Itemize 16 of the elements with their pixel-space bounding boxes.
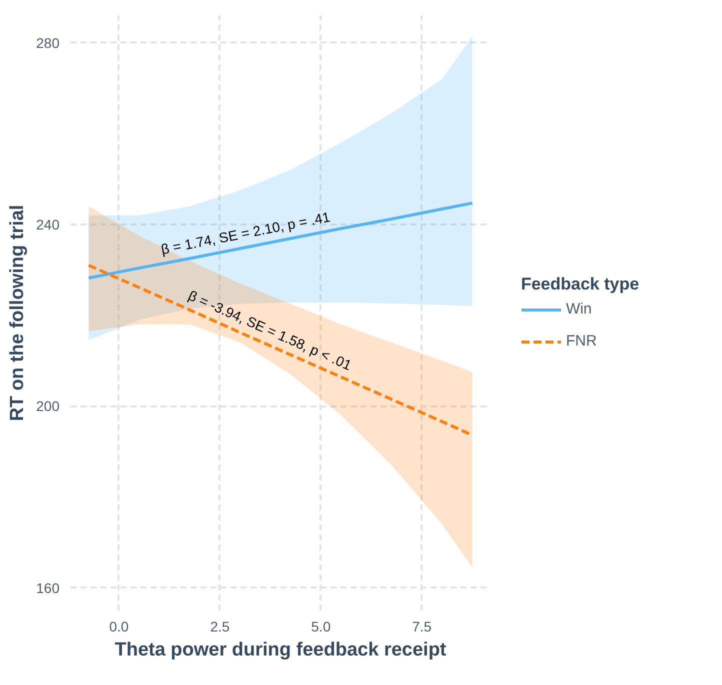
y-axis-title: RT on the following trial [7, 204, 28, 422]
x-tick-label: 2.5 [210, 618, 230, 634]
line-series [87, 202, 474, 280]
y-tick-label: 280 [36, 34, 60, 51]
annotation: β = 1.74, SE = 2.10, p = .41 [160, 208, 332, 258]
legend-label: FNR [566, 332, 598, 350]
y-tick-label: 160 [36, 580, 60, 596]
annotation: β = -3.94, SE = 1.58, p < .01 [186, 287, 354, 374]
x-tick-label: 0.0 [109, 618, 129, 634]
x-axis-title: Theta power during feedback receipt [114, 640, 447, 660]
y-tick-label: 200 [36, 398, 60, 414]
legend-label: Win [566, 300, 593, 318]
x-tick-label: 5.0 [311, 618, 331, 634]
y-tick-label: 240 [36, 216, 60, 232]
x-tick-label: 7.5 [412, 618, 432, 634]
legend-title: Feedback type [520, 274, 640, 294]
